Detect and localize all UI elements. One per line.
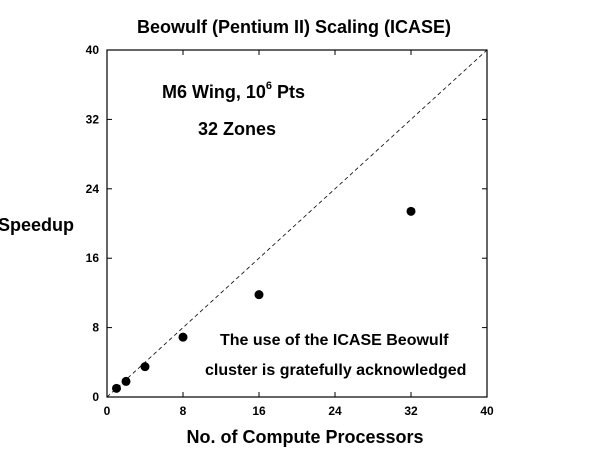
plot-frame [106, 49, 488, 398]
ideal-speedup-line [106, 49, 488, 398]
chart-title: Beowulf (Pentium II) Scaling (ICASE) [137, 17, 451, 37]
y-tick-label: 32 [86, 112, 100, 126]
data-point [254, 290, 264, 300]
case-annotation-prefix: M6 Wing, 10 [162, 82, 266, 102]
x-axis-ticks: 0 8 16 24 32 40 [104, 50, 494, 418]
data-point [140, 362, 150, 372]
x-tick-label: 24 [328, 404, 342, 418]
ack-line-1: The use of the ICASE Beowulf [220, 332, 449, 349]
x-tick-label: 0 [104, 404, 111, 418]
case-annotation: M6 Wing, 106 Pts [162, 80, 305, 102]
x-tick-label: 32 [404, 404, 418, 418]
data-point [112, 383, 121, 393]
x-axis-label: No. of Compute Processors [186, 427, 423, 447]
data-point [406, 206, 416, 216]
ack-line-2: cluster is gratefully acknowledged [205, 362, 466, 379]
x-tick-label: 8 [180, 404, 187, 418]
y-axis-ticks: 0 8 16 24 32 40 [86, 43, 487, 404]
data-points [112, 206, 416, 393]
zones-annotation: 32 Zones [198, 119, 276, 139]
x-tick-label: 16 [252, 404, 266, 418]
y-tick-label: 40 [86, 43, 100, 57]
y-axis-label: Speedup [0, 215, 74, 235]
y-tick-label: 24 [86, 182, 100, 196]
x-tick-label: 40 [480, 404, 494, 418]
y-tick-label: 8 [92, 321, 99, 335]
data-point [178, 332, 188, 342]
y-tick-label: 16 [86, 251, 100, 265]
case-annotation-exponent: 6 [266, 80, 272, 92]
y-tick-label: 0 [92, 390, 99, 404]
case-annotation-suffix: Pts [272, 82, 305, 102]
data-point [121, 376, 131, 386]
